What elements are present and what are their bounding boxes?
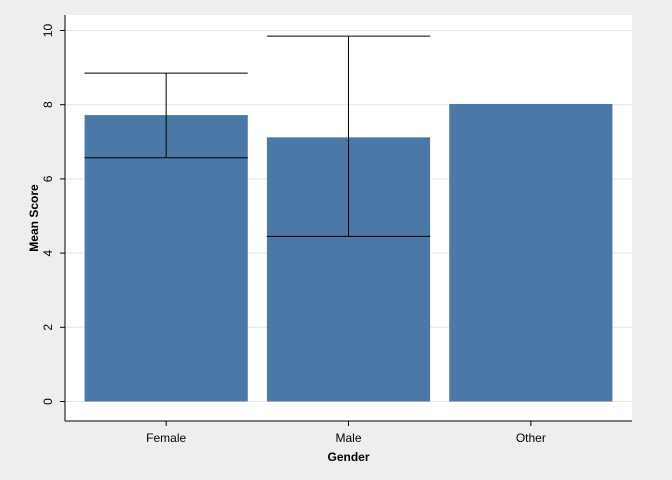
y-tick-label: 6 xyxy=(41,175,55,182)
y-tick-label: 2 xyxy=(41,324,55,331)
bar-female xyxy=(84,115,248,402)
error-bars xyxy=(84,35,431,237)
x-ticks: Female Male Other xyxy=(146,421,546,445)
x-tick-label: Other xyxy=(516,431,546,445)
bar-other xyxy=(449,103,613,402)
x-tick-label: Female xyxy=(146,431,186,445)
x-axis-title: Gender xyxy=(327,450,369,464)
x-tick-label: Male xyxy=(335,431,361,445)
y-ticks: 0 2 4 6 8 10 xyxy=(41,24,65,405)
y-tick-label: 4 xyxy=(41,249,55,256)
y-tick-label: 0 xyxy=(41,398,55,405)
y-axis-title: Mean Score xyxy=(27,184,41,252)
y-tick-label: 10 xyxy=(41,24,55,38)
y-tick-label: 8 xyxy=(41,101,55,108)
bars xyxy=(84,103,613,402)
